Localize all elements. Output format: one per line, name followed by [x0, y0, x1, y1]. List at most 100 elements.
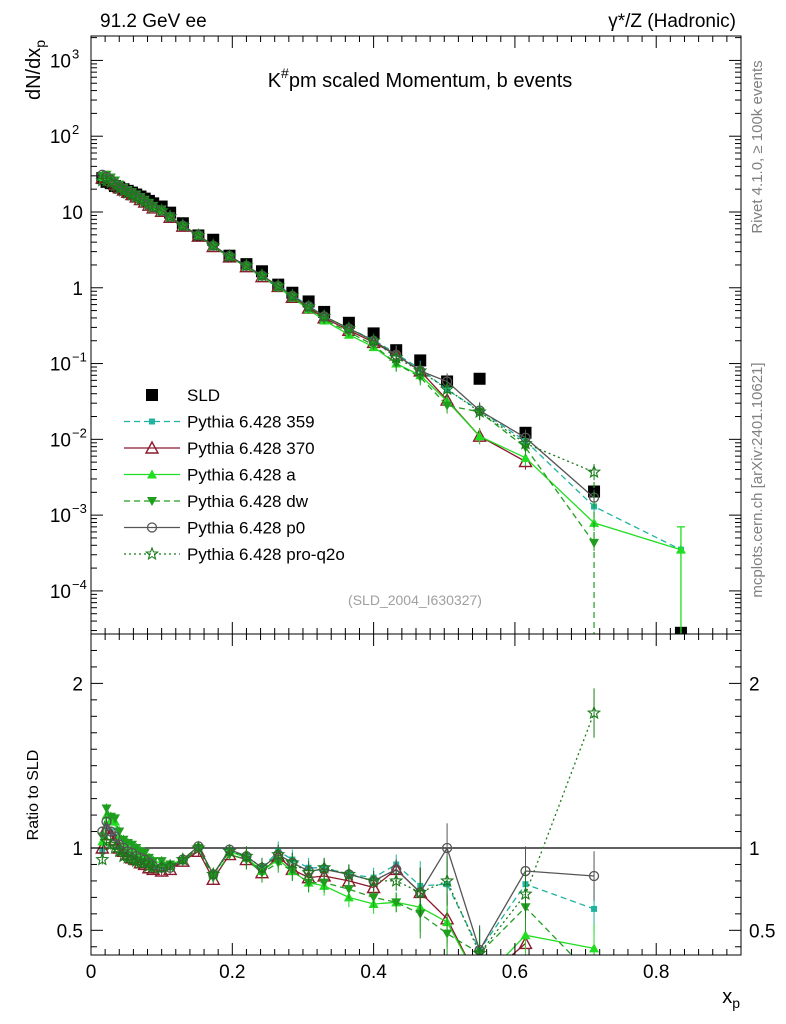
- y-tick-label: 10: [62, 203, 83, 224]
- legend-marker: [146, 522, 158, 533]
- ratio-point: [254, 860, 270, 874]
- ratio-point: [475, 978, 485, 987]
- ratio-y-tick-label-right: 1: [749, 839, 760, 860]
- legend-marker: [144, 440, 160, 454]
- data-point: [222, 248, 237, 263]
- ratio-point: [439, 873, 455, 888]
- data-point: [520, 452, 531, 462]
- series-line-4: [102, 173, 595, 544]
- y-tick-label: 1: [72, 279, 83, 300]
- data-point: [439, 381, 455, 396]
- ratio-point: [389, 873, 404, 888]
- ratio-point: [588, 870, 600, 882]
- ratio-line-1: [101, 826, 526, 955]
- data-point: [146, 199, 161, 214]
- ratio-point: [441, 842, 453, 854]
- data-point: [474, 431, 485, 441]
- legend-item: Pythia 6.428 p0: [124, 519, 305, 538]
- data-point: [271, 278, 286, 292]
- ratio-plot-panel: 0 0.2 0.4 0.6 0.8 0.5 0.5 1 1 2 2 Ratio to SLD xp: [25, 633, 775, 1011]
- ratio-point: [191, 840, 206, 855]
- ratio-point: [413, 884, 428, 899]
- data-point: [413, 363, 428, 378]
- ratio-point: [589, 974, 599, 983]
- y-tick-label: 10: [50, 582, 71, 603]
- ratio-point: [239, 848, 254, 863]
- y-tick-label-exponent: −2: [72, 425, 87, 440]
- data-point: [473, 372, 486, 385]
- ratio-line-5: [101, 712, 595, 955]
- data-point: [341, 320, 357, 335]
- ratio-point: [343, 885, 354, 895]
- legend-label: Pythia 6.428 p0: [187, 519, 305, 538]
- y-axis-title: dN/dxp: [23, 40, 48, 100]
- data-point: [472, 404, 487, 419]
- ratio-point: [368, 893, 379, 903]
- main-data-layer: [95, 169, 687, 634]
- ratio-point: [366, 873, 381, 888]
- ratio-point: [316, 860, 332, 874]
- data-point: [191, 227, 206, 242]
- rivet-version-label: Rivet 4.1.0, ≥ 100k events: [749, 60, 766, 233]
- y-tick-label-exponent: −1: [72, 350, 87, 365]
- data-point: [154, 203, 169, 217]
- ratio-point: [586, 705, 602, 720]
- ratio-point: [175, 852, 191, 866]
- legend-label: Pythia 6.428 370: [187, 439, 315, 458]
- process-label: γ*/Z (Hadronic): [608, 11, 736, 32]
- ratio-y-tick-label: 2: [72, 674, 83, 695]
- ratio-point: [301, 865, 316, 879]
- legend-label: Pythia 6.428 359: [187, 413, 315, 432]
- ratio-point: [518, 886, 533, 901]
- y-tick-label: 10: [50, 430, 71, 451]
- energy-label: 91.2 GeV ee: [100, 11, 207, 32]
- data-point: [442, 401, 453, 411]
- data-point: [120, 185, 135, 200]
- data-point: [316, 308, 332, 323]
- ratio-point: [442, 929, 453, 939]
- data-point: [175, 218, 191, 232]
- ratio-point: [139, 848, 150, 858]
- legend-marker: [147, 469, 157, 479]
- data-point: [95, 172, 110, 187]
- ratio-y-axis-title: Ratio to SLD: [25, 750, 42, 841]
- x-tick-label: 0: [86, 962, 97, 983]
- legend-item: Pythia 6.428 dw: [124, 492, 309, 511]
- data-point: [162, 209, 178, 223]
- legend-item: SLD: [146, 386, 220, 405]
- y-tick-label: 10: [50, 506, 71, 527]
- plot-title: K#pm scaled Momentum, b events: [268, 65, 573, 92]
- data-point: [206, 238, 221, 252]
- analysis-tag: (SLD_2004_I630327): [348, 592, 482, 608]
- x-axis-title: xp: [722, 986, 740, 1011]
- ratio-point: [341, 866, 357, 881]
- legend-marker: [146, 389, 158, 401]
- legend-label: Pythia 6.428 pro-q2o: [187, 545, 345, 564]
- ratio-point: [271, 847, 286, 861]
- mcplots-label: mcplots.cern.ch [arXiv:2401.10621]: [749, 362, 766, 597]
- data-point: [116, 183, 131, 197]
- data-point: [370, 336, 377, 343]
- legend-marker: [147, 497, 157, 506]
- ratio-y-tick-label-right: 2: [749, 674, 760, 695]
- data-point: [99, 173, 114, 187]
- ratio-point: [101, 804, 112, 814]
- data-point: [414, 354, 427, 367]
- legend-marker: [149, 418, 155, 425]
- ratio-point: [101, 816, 112, 827]
- legend-label: Pythia 6.428 dw: [187, 492, 309, 511]
- data-point: [254, 267, 270, 282]
- ratio-point: [162, 858, 178, 873]
- data-point: [107, 178, 123, 193]
- y-tick-label: 10: [50, 51, 71, 72]
- y-tick-label-exponent: 3: [72, 46, 79, 61]
- ratio-point: [95, 851, 110, 866]
- data-point: [518, 435, 533, 450]
- x-tick-label: 0.4: [360, 962, 387, 983]
- ratio-y-tick-label: 1: [72, 839, 83, 860]
- ratio-point: [110, 814, 121, 824]
- ratio-series-1: [95, 820, 533, 955]
- data-point: [208, 242, 219, 252]
